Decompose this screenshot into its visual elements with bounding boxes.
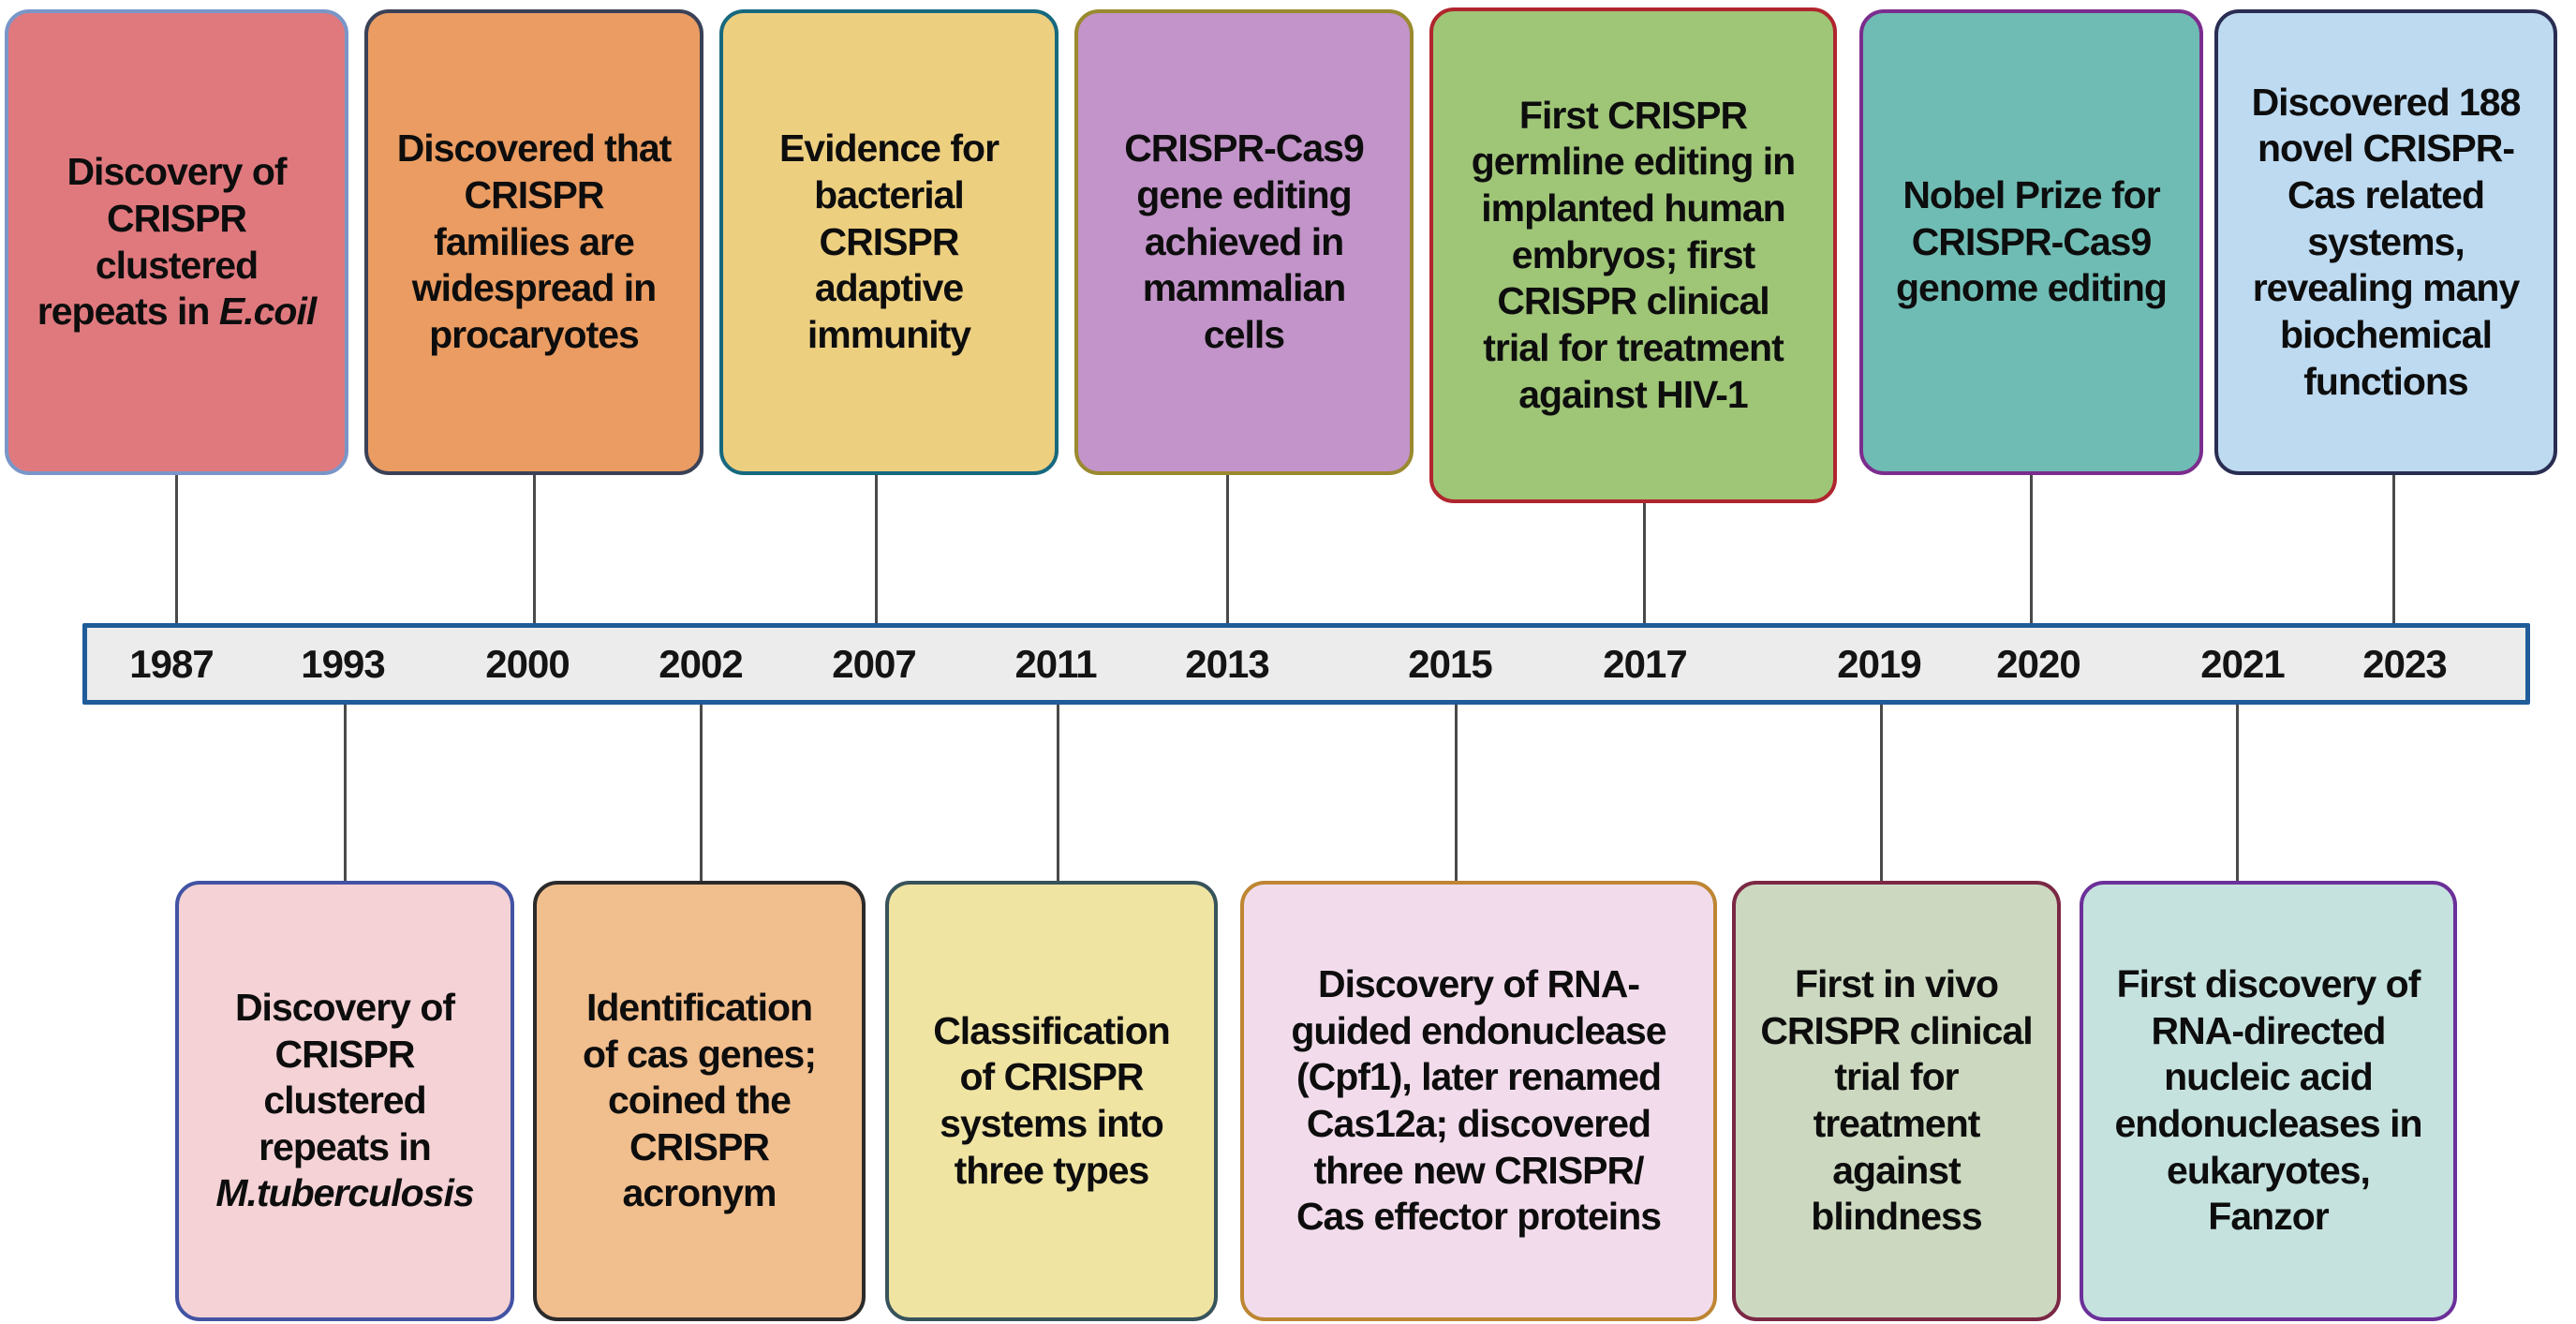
event-text-2015: Discovery of RNA- guided endonuclease (C…	[1291, 962, 1666, 1239]
event-text-2023: Discovered 188 novel CRISPR- Cas related…	[2251, 80, 2522, 403]
year-label-2011: 2011	[1014, 642, 1097, 686]
year-label-2023: 2023	[2362, 642, 2447, 686]
connector-line-2020	[2030, 475, 2033, 623]
year-label-2019: 2019	[1837, 642, 1921, 686]
event-box-2015: Discovery of RNA- guided endonuclease (C…	[1240, 881, 1717, 1321]
event-text-2002: Identification of cas genes; coined the …	[582, 985, 817, 1215]
event-text-2013: CRISPR-Cas9 gene editing achieved in mam…	[1124, 126, 1365, 356]
timeline-bar	[82, 623, 2530, 705]
event-box-1987: Discovery of CRISPR clustered repeats in…	[5, 9, 348, 475]
connector-line-2000	[533, 475, 536, 623]
event-box-1993: Discovery of CRISPR clustered repeats in…	[175, 881, 514, 1321]
event-box-2002: Identification of cas genes; coined the …	[533, 881, 866, 1321]
year-label-2020: 2020	[1996, 642, 2080, 686]
connector-line-1987	[175, 475, 178, 623]
event-text-2020: Nobel Prize for CRISPR-Cas9 genome editi…	[1896, 173, 2168, 310]
event-text-1993: Discovery of CRISPR clustered repeats in…	[215, 985, 474, 1215]
connector-line-2019	[1880, 705, 1883, 881]
event-box-2020: Nobel Prize for CRISPR-Cas9 genome editi…	[1859, 9, 2203, 475]
year-label-1993: 1993	[301, 642, 385, 686]
event-text-2021: First discovery of RNA-directed nucleic …	[2114, 962, 2422, 1239]
event-box-2019: First in vivo CRISPR clinical trial for …	[1732, 881, 2061, 1321]
event-box-2021: First discovery of RNA-directed nucleic …	[2080, 881, 2457, 1321]
event-text-2011: Classification of CRISPR systems into th…	[933, 1008, 1171, 1192]
connector-line-2023	[2392, 475, 2395, 623]
year-label-2015: 2015	[1408, 642, 1492, 686]
connector-line-2011	[1057, 705, 1059, 881]
year-label-2002: 2002	[659, 642, 743, 686]
connector-line-2007	[875, 475, 878, 623]
year-label-2013: 2013	[1185, 642, 1269, 686]
event-text-2017: First CRISPR germline editing in implant…	[1471, 93, 1796, 416]
event-box-2000: Discovered that CRISPR families are wide…	[364, 9, 703, 475]
connector-line-1993	[344, 705, 347, 881]
connector-line-2021	[2236, 705, 2239, 881]
event-box-2013: CRISPR-Cas9 gene editing achieved in mam…	[1074, 9, 1414, 475]
year-label-2007: 2007	[832, 642, 916, 686]
connector-line-2002	[700, 705, 703, 881]
event-text-2019: First in vivo CRISPR clinical trial for …	[1760, 962, 2033, 1239]
year-label-2021: 2021	[2200, 642, 2285, 686]
event-box-2011: Classification of CRISPR systems into th…	[885, 881, 1218, 1321]
year-label-2017: 2017	[1603, 642, 1687, 686]
connector-line-2015	[1455, 705, 1458, 881]
year-label-1987: 1987	[129, 642, 214, 686]
event-box-2023: Discovered 188 novel CRISPR- Cas related…	[2214, 9, 2557, 475]
year-label-2000: 2000	[485, 642, 570, 686]
event-text-2007: Evidence for bacterial CRISPR adaptive i…	[778, 126, 999, 356]
connector-line-2017	[1643, 503, 1646, 623]
event-text-1987: Discovery of CRISPR clustered repeats in…	[37, 150, 317, 334]
event-text-2000: Discovered that CRISPR families are wide…	[396, 126, 673, 356]
event-box-2017: First CRISPR germline editing in implant…	[1429, 7, 1837, 503]
connector-line-2013	[1226, 475, 1229, 623]
event-box-2007: Evidence for bacterial CRISPR adaptive i…	[719, 9, 1059, 475]
